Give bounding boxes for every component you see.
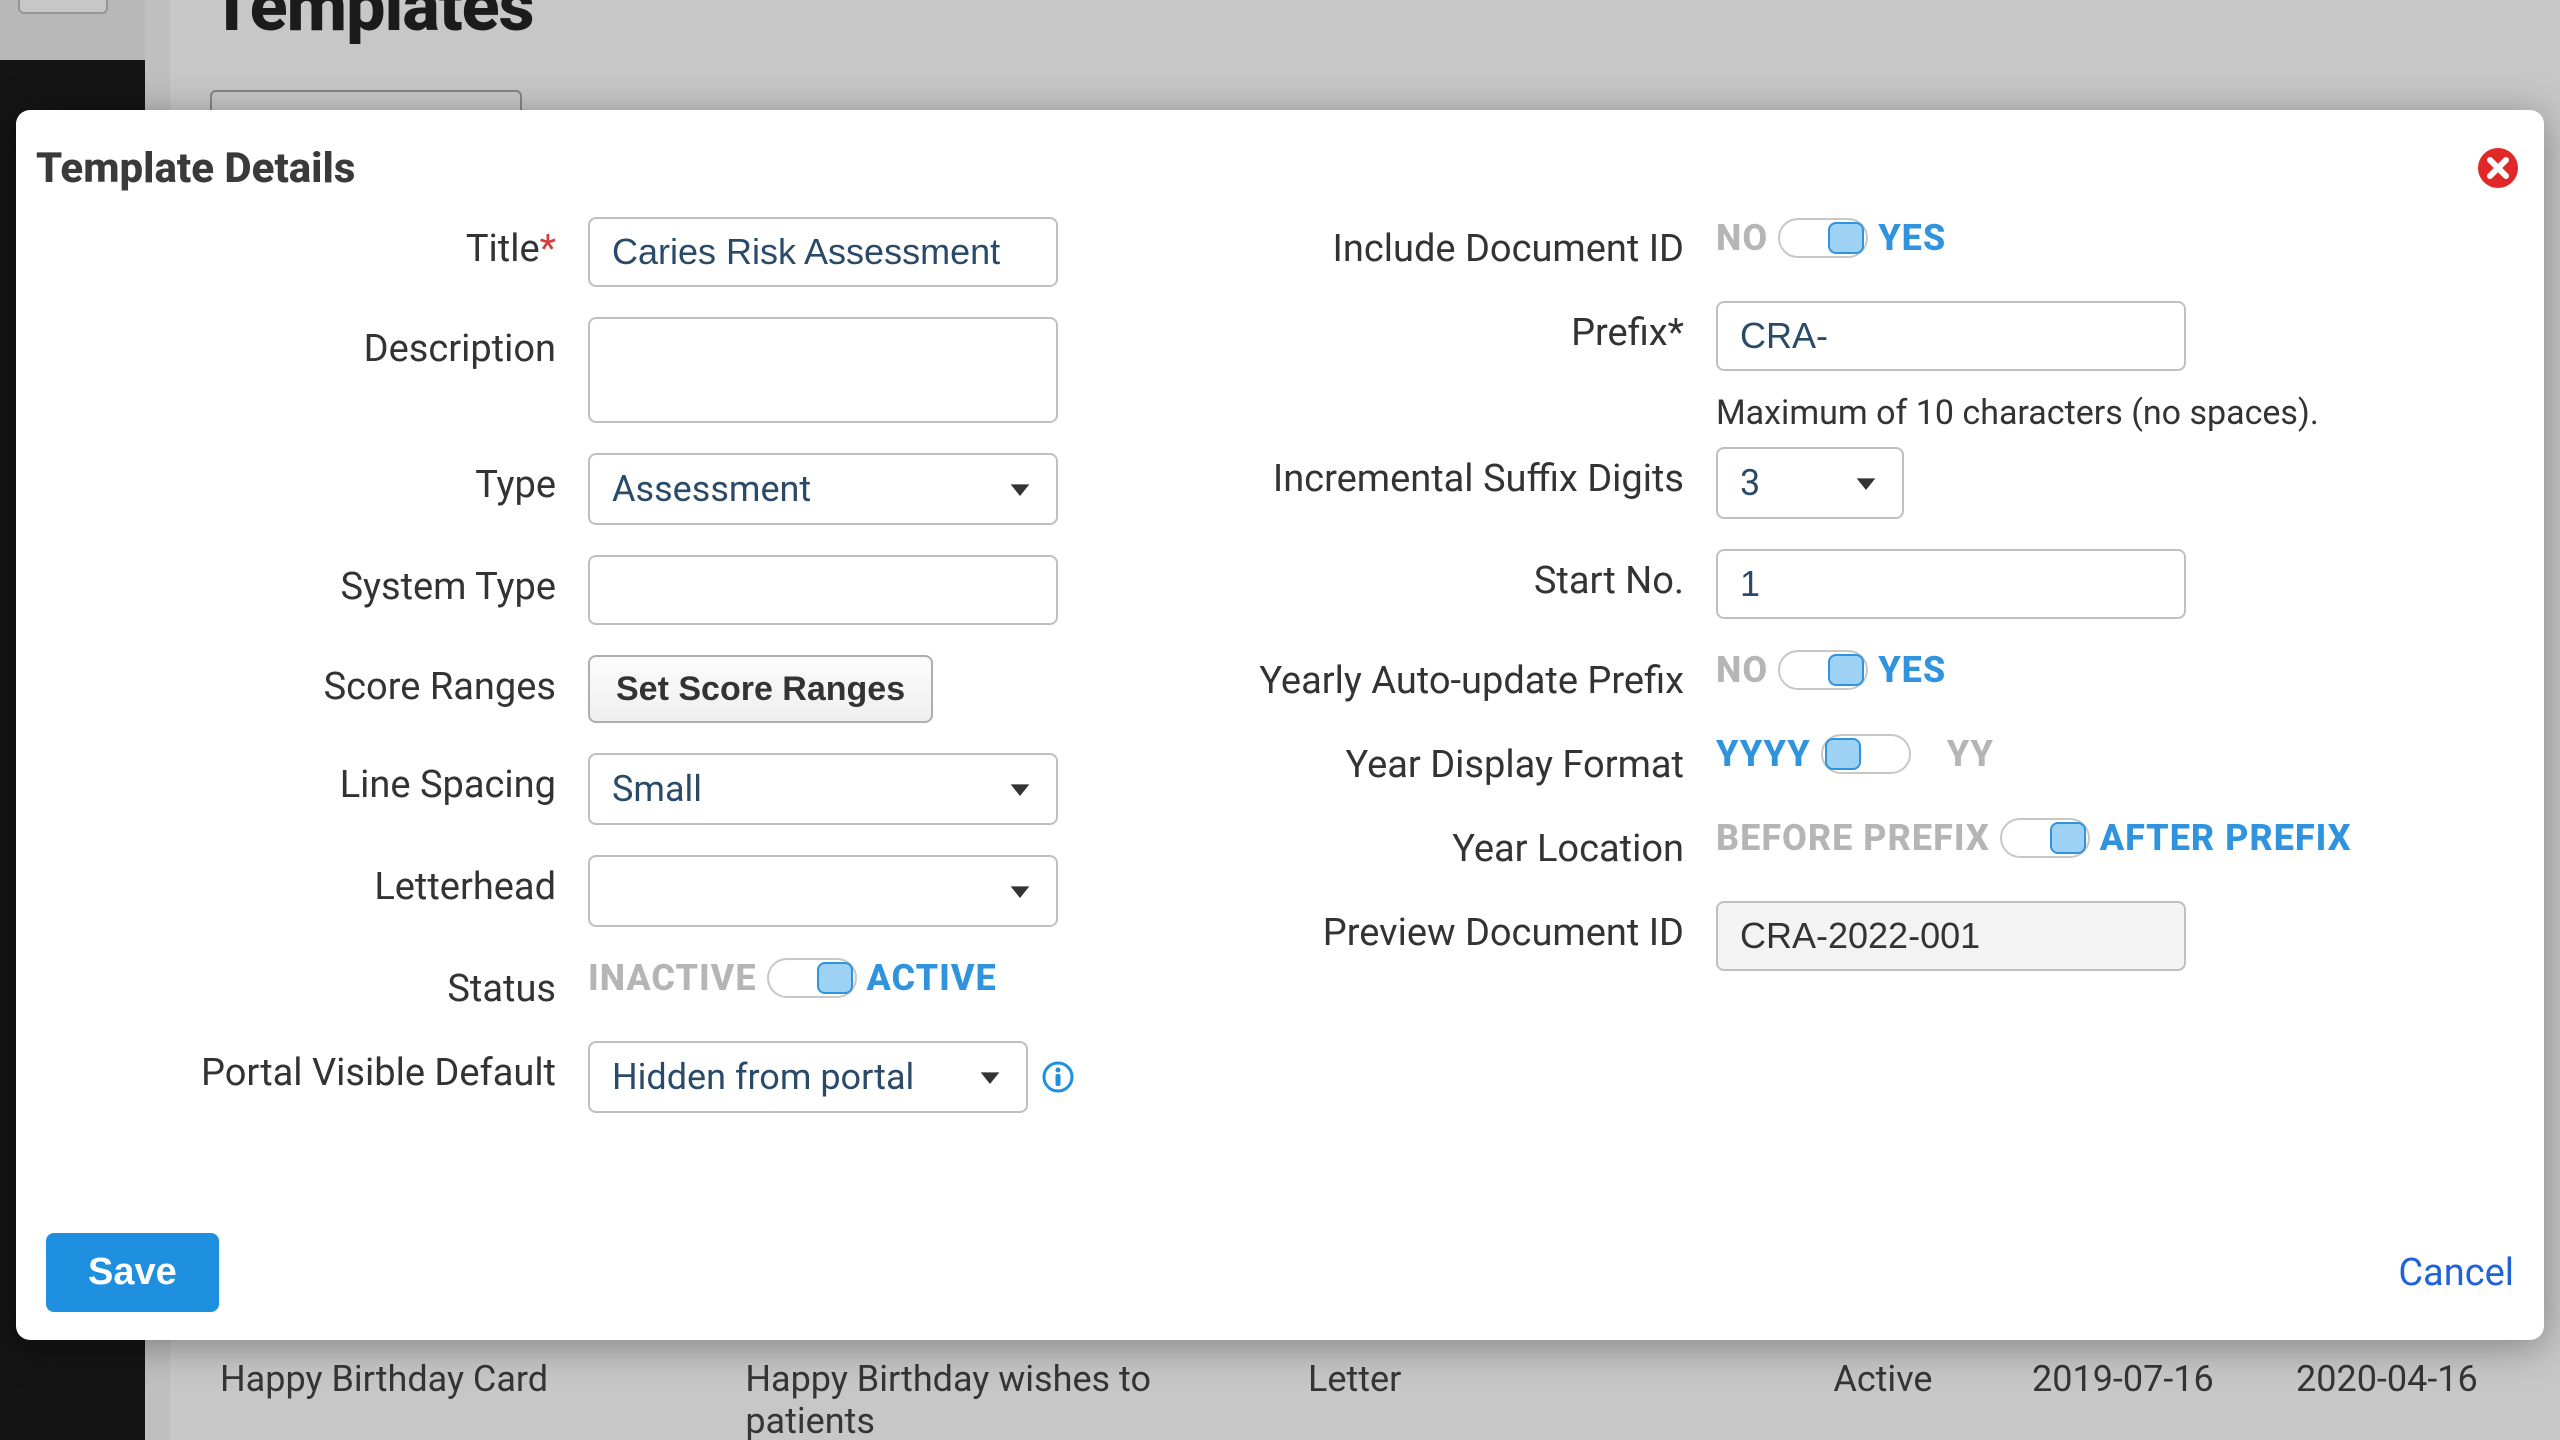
bg-page-title: Templates [210, 0, 2520, 48]
year-loc-before: BEFORE PREFIX [1716, 817, 1990, 859]
chevron-down-icon [1006, 877, 1034, 905]
template-details-modal: Template Details Title* Description [16, 110, 2544, 1340]
close-icon [2476, 146, 2520, 190]
year-format-toggle[interactable] [1821, 734, 1911, 774]
letterhead-label: Letterhead [36, 855, 588, 909]
yearly-auto-no: NO [1716, 649, 1768, 691]
prefix-hint: Maximum of 10 characters (no spaces). [1716, 393, 2319, 433]
year-location-label: Year Location [1156, 817, 1716, 871]
description-input[interactable] [588, 317, 1058, 423]
prefix-input[interactable] [1716, 301, 2186, 371]
info-icon[interactable] [1042, 1061, 1074, 1093]
year-format-yyyy: YYYY [1716, 733, 1811, 775]
right-column: Include Document ID NO YES Prefix* Maxim… [1156, 217, 2514, 1143]
chevron-down-icon [976, 1063, 1004, 1091]
year-location-toggle[interactable] [2000, 818, 2090, 858]
close-button[interactable] [2476, 146, 2520, 190]
line-spacing-value: Small [612, 768, 702, 810]
system-type-input[interactable] [588, 555, 1058, 625]
yearly-auto-yes: YES [1878, 649, 1946, 691]
bg-table-row: Happy Birthday Card Happy Birthday wishe… [200, 1330, 2540, 1440]
portal-visible-value: Hidden from portal [612, 1056, 914, 1098]
chevron-down-icon [1006, 775, 1034, 803]
include-doc-id-no: NO [1716, 217, 1768, 259]
preview-doc-id-label: Preview Document ID [1156, 901, 1716, 955]
start-no-input[interactable] [1716, 549, 2186, 619]
modal-title: Template Details [36, 144, 2514, 193]
status-active-label: ACTIVE [867, 957, 997, 999]
modal-footer: Save Cancel [46, 1233, 2514, 1312]
type-select-value: Assessment [612, 468, 811, 510]
include-doc-id-yes: YES [1878, 217, 1946, 259]
title-label: Title* [36, 217, 588, 271]
letterhead-select[interactable] [588, 855, 1058, 927]
system-type-label: System Type [36, 555, 588, 609]
chevron-down-icon [1006, 475, 1034, 503]
preview-doc-id [1716, 901, 2186, 971]
year-loc-after: AFTER PREFIX [2100, 817, 2352, 859]
line-spacing-select[interactable]: Small [588, 753, 1058, 825]
save-button[interactable]: Save [46, 1233, 219, 1312]
type-select[interactable]: Assessment [588, 453, 1058, 525]
year-format-yy: YY [1947, 733, 1994, 775]
type-label: Type [36, 453, 588, 507]
chevron-down-icon [1852, 469, 1880, 497]
score-ranges-label: Score Ranges [36, 655, 588, 709]
status-label: Status [36, 957, 588, 1011]
title-input[interactable] [588, 217, 1058, 287]
include-doc-id-toggle[interactable] [1778, 218, 1868, 258]
start-no-label: Start No. [1156, 549, 1716, 603]
portal-visible-select[interactable]: Hidden from portal [588, 1041, 1028, 1113]
suffix-digits-select[interactable]: 3 [1716, 447, 1904, 519]
status-inactive-label: INACTIVE [588, 957, 757, 999]
yearly-auto-label: Yearly Auto-update Prefix [1156, 649, 1716, 703]
year-format-label: Year Display Format [1156, 733, 1716, 787]
yearly-auto-toggle[interactable] [1778, 650, 1868, 690]
portal-visible-label: Portal Visible Default [36, 1041, 588, 1095]
line-spacing-label: Line Spacing [36, 753, 588, 807]
status-toggle[interactable] [767, 958, 857, 998]
include-doc-id-label: Include Document ID [1156, 217, 1716, 271]
cancel-link[interactable]: Cancel [2398, 1251, 2514, 1295]
set-score-ranges-button[interactable]: Set Score Ranges [588, 655, 933, 723]
left-column: Title* Description Type Assessment [36, 217, 1116, 1143]
description-label: Description [36, 317, 588, 371]
suffix-digits-label: Incremental Suffix Digits [1156, 447, 1716, 501]
prefix-label: Prefix* [1156, 301, 1716, 355]
suffix-digits-value: 3 [1740, 462, 1760, 504]
bg-topstrip [0, 0, 145, 60]
